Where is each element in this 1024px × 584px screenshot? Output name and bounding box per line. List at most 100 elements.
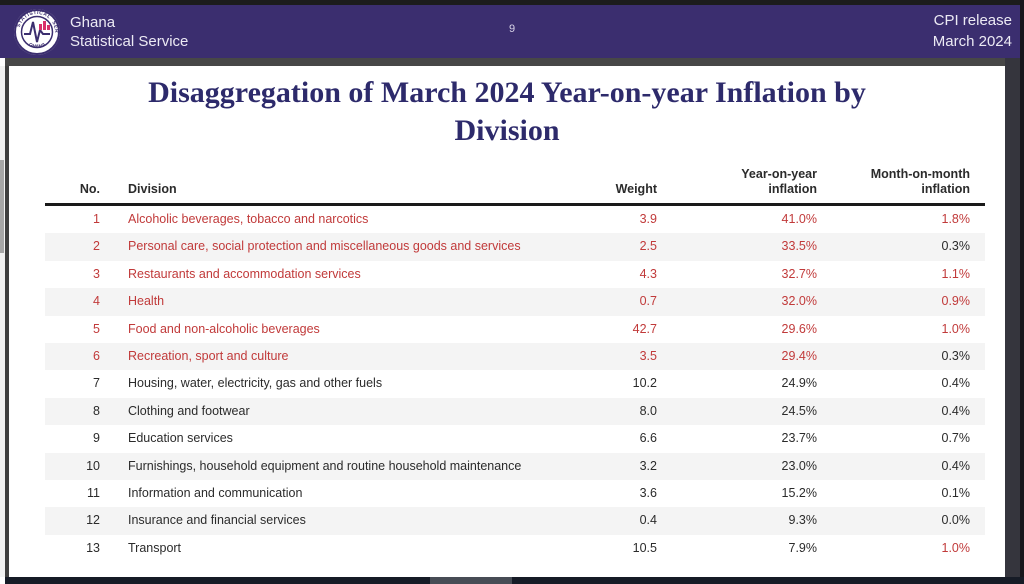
yoy-inflation-value: 24.9% xyxy=(781,376,817,391)
gss-logo-icon: STATISTICAL SERVICE GHANA xyxy=(13,8,60,55)
col-header-no: No. xyxy=(79,182,100,196)
mom-inflation-value: 0.0% xyxy=(941,513,971,528)
weight-value: 3.9 xyxy=(639,212,657,226)
weight-value: 3.6 xyxy=(639,485,657,500)
table-row: 3 Restaurants and accommodation services… xyxy=(45,261,985,288)
table-row: 10 Furnishings, household equipment and … xyxy=(45,452,985,480)
release-info: CPI release March 2024 xyxy=(933,10,1012,52)
yoy-inflation-value: 29.4% xyxy=(781,348,817,363)
row-number: 6 xyxy=(93,348,100,363)
table-row: 2 Personal care, social protection and m… xyxy=(45,233,985,261)
mom-inflation-value: 0.1% xyxy=(941,485,971,500)
table-body: 1 Alcoholic beverages, tobacco and narco… xyxy=(45,206,985,562)
yoy-inflation-value: 23.7% xyxy=(781,431,817,446)
slide-page: Disaggregation of March 2024 Year-on-yea… xyxy=(9,66,1005,577)
col-header-yoy: Year-on-year inflation xyxy=(741,167,817,196)
table-row: 6 Recreation, sport and culture 3.5 29.4… xyxy=(45,342,985,371)
release-month: March 2024 xyxy=(932,33,1012,50)
table-row: 12 Insurance and financial services 0.4 … xyxy=(45,507,985,535)
inflation-table: No. Division Weight Year-on-year inflatio… xyxy=(45,150,985,562)
table-row: 5 Food and non-alcoholic beverages 42.7 … xyxy=(45,316,985,343)
row-number: 13 xyxy=(86,540,100,555)
row-number: 3 xyxy=(93,266,100,281)
row-number: 10 xyxy=(86,458,100,473)
weight-value: 3.5 xyxy=(639,348,657,363)
weight-value: 4.3 xyxy=(639,266,657,281)
row-number: 1 xyxy=(93,212,100,226)
division-name: Clothing and footwear xyxy=(128,403,250,418)
division-name: Furnishings, household equipment and rou… xyxy=(128,458,522,473)
left-scrollbar-thumb[interactable] xyxy=(0,160,4,253)
weight-value: 3.2 xyxy=(639,458,657,473)
left-scrollbar-track[interactable] xyxy=(0,66,5,577)
division-name: Alcoholic beverages, tobacco and narcoti… xyxy=(128,212,369,226)
yoy-inflation-value: 23.0% xyxy=(781,458,817,473)
row-number: 12 xyxy=(86,513,100,528)
weight-value: 6.6 xyxy=(639,431,657,446)
row-number: 5 xyxy=(93,321,100,336)
yoy-inflation-value: 32.0% xyxy=(781,294,817,309)
org-name: Ghana Statistical Service xyxy=(70,13,188,51)
mom-inflation-value: 1.8% xyxy=(941,212,971,226)
row-number: 4 xyxy=(93,294,100,309)
page-title: Disaggregation of March 2024 Year-on-yea… xyxy=(148,76,866,147)
yoy-inflation-value: 24.5% xyxy=(781,403,817,418)
yoy-inflation-value: 15.2% xyxy=(781,485,817,500)
row-number: 9 xyxy=(93,431,100,446)
table-row: 9 Education services 6.6 23.7% 0.7% xyxy=(45,425,985,452)
org-name-line1: Ghana xyxy=(70,14,116,31)
mom-inflation-value: 0.4% xyxy=(941,403,971,418)
mom-inflation-value: 1.0% xyxy=(941,540,971,555)
mom-inflation-value: 1.1% xyxy=(941,266,971,281)
mom-inflation-value: 0.3% xyxy=(941,239,971,254)
weight-value: 0.4 xyxy=(639,513,657,528)
row-number: 8 xyxy=(93,403,100,418)
bottom-scrollbar-track[interactable] xyxy=(5,577,1024,584)
yoy-inflation-value: 29.6% xyxy=(781,321,817,336)
col-header-division: Division xyxy=(128,182,177,196)
division-name: Transport xyxy=(128,540,182,555)
col-header-weight: Weight xyxy=(615,182,657,196)
col-header-mom: Month-on-month inflation xyxy=(870,167,970,196)
weight-value: 42.7 xyxy=(632,321,657,336)
row-number: 2 xyxy=(93,239,100,254)
mom-inflation-value: 0.4% xyxy=(941,376,971,391)
window-top-edge xyxy=(0,0,1024,5)
weight-value: 10.2 xyxy=(632,376,657,391)
division-name: Food and non-alcoholic beverages xyxy=(128,321,320,336)
svg-text:GHANA: GHANA xyxy=(28,42,48,50)
yoy-inflation-value: 41.0% xyxy=(781,212,817,226)
mom-inflation-value: 0.4% xyxy=(941,458,971,473)
division-name: Recreation, sport and culture xyxy=(128,348,289,363)
release-header: STATISTICAL SERVICE GHANA Ghana Statisti… xyxy=(0,5,1024,58)
weight-value: 2.5 xyxy=(639,239,657,254)
division-name: Insurance and financial services xyxy=(128,513,306,528)
yoy-inflation-value: 9.3% xyxy=(788,513,818,528)
division-name: Education services xyxy=(128,431,233,446)
table-row: 1 Alcoholic beverages, tobacco and narco… xyxy=(45,206,985,233)
division-name: Housing, water, electricity, gas and oth… xyxy=(128,376,383,391)
weight-value: 0.7 xyxy=(639,294,657,309)
yoy-inflation-value: 33.5% xyxy=(781,239,817,254)
row-number: 7 xyxy=(93,376,100,391)
table-row: 7 Housing, water, electricity, gas and o… xyxy=(45,370,985,397)
mom-inflation-value: 1.0% xyxy=(941,321,971,336)
page-left-border xyxy=(5,66,9,577)
weight-value: 8.0 xyxy=(639,403,657,418)
division-name: Restaurants and accommodation services xyxy=(128,266,361,281)
release-title: CPI release xyxy=(933,12,1012,29)
bottom-scrollbar-thumb[interactable] xyxy=(430,577,512,584)
yoy-inflation-value: 7.9% xyxy=(788,540,818,555)
table-header-row: No. Division Weight Year-on-year inflatio… xyxy=(45,153,985,206)
mom-inflation-value: 0.9% xyxy=(941,294,971,309)
mom-inflation-value: 0.3% xyxy=(941,348,971,363)
mom-inflation-value: 0.7% xyxy=(941,431,971,446)
row-number: 11 xyxy=(87,485,100,500)
table-row: 8 Clothing and footwear 8.0 24.5% 0.4% xyxy=(45,397,985,426)
table-row: 13 Transport 10.5 7.9% 1.0% xyxy=(45,535,985,562)
weight-value: 10.5 xyxy=(632,540,657,555)
table-row: 11 Information and communication 3.6 15.… xyxy=(45,480,985,507)
division-name: Personal care, social protection and mis… xyxy=(128,239,521,254)
division-name: Health xyxy=(128,294,165,309)
